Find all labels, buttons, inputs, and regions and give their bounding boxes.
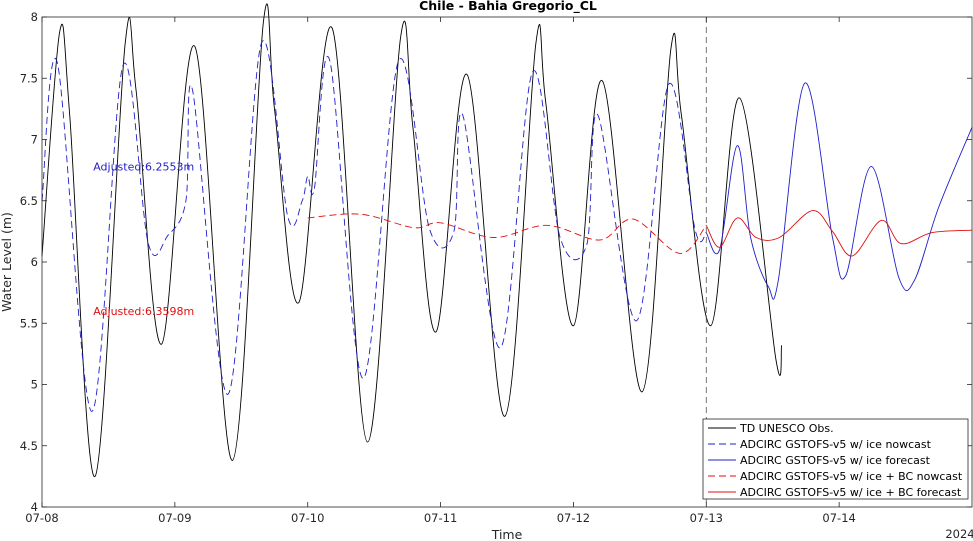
x-tick-label: 07-09 [158, 511, 191, 525]
y-tick-label: 5 [31, 378, 38, 392]
y-tick-label: 4 [31, 500, 38, 514]
legend-entry: ADCIRC GSTOFS-v5 w/ ice forecast [740, 454, 931, 467]
adjusted-annotation: Adjusted:6.2553m [93, 160, 194, 173]
y-tick-label: 6.5 [20, 194, 38, 208]
x-tick-label: 07-13 [690, 511, 723, 525]
y-tick-label: 6 [31, 255, 38, 269]
series-line-3 [307, 213, 707, 254]
legend-entry: ADCIRC GSTOFS-v5 w/ ice + BC nowcast [740, 470, 963, 483]
legend-entry: TD UNESCO Obs. [739, 422, 834, 435]
x-tick-label: 07-08 [25, 511, 58, 525]
y-tick-label: 8 [31, 10, 38, 24]
y-tick-label: 7.5 [20, 71, 38, 85]
legend: TD UNESCO Obs. ADCIRC GSTOFS-v5 w/ ice no… [702, 418, 969, 500]
adjusted-annotation: Adjusted:6.3598m [93, 305, 194, 318]
x-tick-label: 07-10 [291, 511, 324, 525]
series-line-2 [705, 82, 973, 300]
legend-entry: ADCIRC GSTOFS-v5 w/ ice + BC forecast [740, 486, 962, 499]
y-tick-label: 4.5 [20, 439, 38, 453]
y-axis-label: Water Level (m) [0, 212, 14, 312]
x-tick-label: 07-12 [557, 511, 590, 525]
series-line-0 [41, 3, 783, 477]
x-tick-label: 07-14 [822, 511, 855, 525]
legend-box [702, 418, 969, 500]
x-axis-label: Time [491, 527, 523, 541]
legend-entry: ADCIRC GSTOFS-v5 w/ ice nowcast [740, 438, 932, 451]
year-label: 2024 [945, 527, 973, 541]
y-tick-label: 7 [31, 133, 38, 147]
y-tick-label: 5.5 [20, 316, 38, 330]
x-tick-label: 07-11 [424, 511, 457, 525]
chart-title: Chile - Bahia Gregorio_CL [419, 0, 597, 14]
series-line-4 [705, 210, 973, 257]
series-line-1 [41, 40, 707, 412]
